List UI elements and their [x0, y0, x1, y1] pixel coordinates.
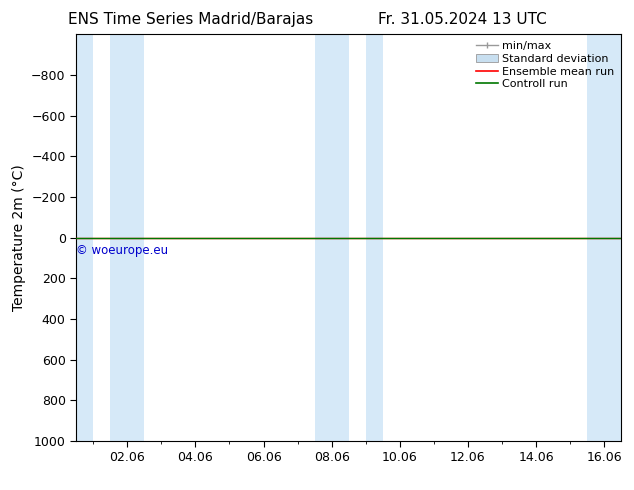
Text: ENS Time Series Madrid/Barajas: ENS Time Series Madrid/Barajas [68, 12, 313, 27]
Bar [366, 34, 383, 441]
Bar [587, 34, 621, 441]
Text: Fr. 31.05.2024 13 UTC: Fr. 31.05.2024 13 UTC [378, 12, 547, 27]
Y-axis label: Temperature 2m (°C): Temperature 2m (°C) [11, 164, 25, 311]
Text: © woeurope.eu: © woeurope.eu [76, 244, 168, 257]
Legend: min/max, Standard deviation, Ensemble mean run, Controll run: min/max, Standard deviation, Ensemble me… [472, 38, 618, 93]
Bar [110, 34, 144, 441]
Bar [314, 34, 349, 441]
Bar [76, 34, 93, 441]
